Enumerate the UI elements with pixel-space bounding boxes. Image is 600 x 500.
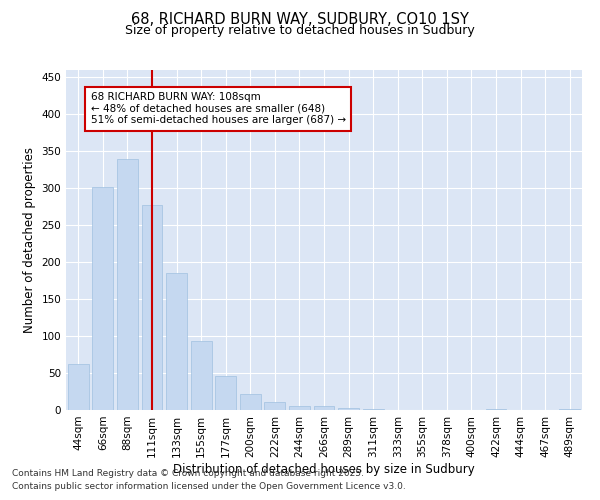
Y-axis label: Number of detached properties: Number of detached properties: [23, 147, 36, 333]
Bar: [92, 187, 113, 410]
Bar: [215, 376, 236, 410]
Bar: [362, 408, 383, 410]
Text: Contains HM Land Registry data © Crown copyright and database right 2025.: Contains HM Land Registry data © Crown c…: [12, 468, 364, 477]
Bar: [240, 394, 261, 410]
Bar: [142, 204, 163, 410]
Bar: [289, 406, 310, 410]
Text: 68, RICHARD BURN WAY, SUDBURY, CO10 1SY: 68, RICHARD BURN WAY, SUDBURY, CO10 1SY: [131, 12, 469, 28]
Bar: [338, 408, 359, 410]
X-axis label: Distribution of detached houses by size in Sudbury: Distribution of detached houses by size …: [173, 462, 475, 475]
Bar: [68, 364, 89, 410]
Bar: [559, 408, 580, 410]
Text: 68 RICHARD BURN WAY: 108sqm
← 48% of detached houses are smaller (648)
51% of se: 68 RICHARD BURN WAY: 108sqm ← 48% of det…: [91, 92, 346, 126]
Bar: [191, 342, 212, 410]
Text: Contains public sector information licensed under the Open Government Licence v3: Contains public sector information licen…: [12, 482, 406, 491]
Bar: [314, 406, 334, 410]
Bar: [117, 158, 138, 410]
Bar: [265, 402, 286, 410]
Bar: [166, 274, 187, 410]
Text: Size of property relative to detached houses in Sudbury: Size of property relative to detached ho…: [125, 24, 475, 37]
